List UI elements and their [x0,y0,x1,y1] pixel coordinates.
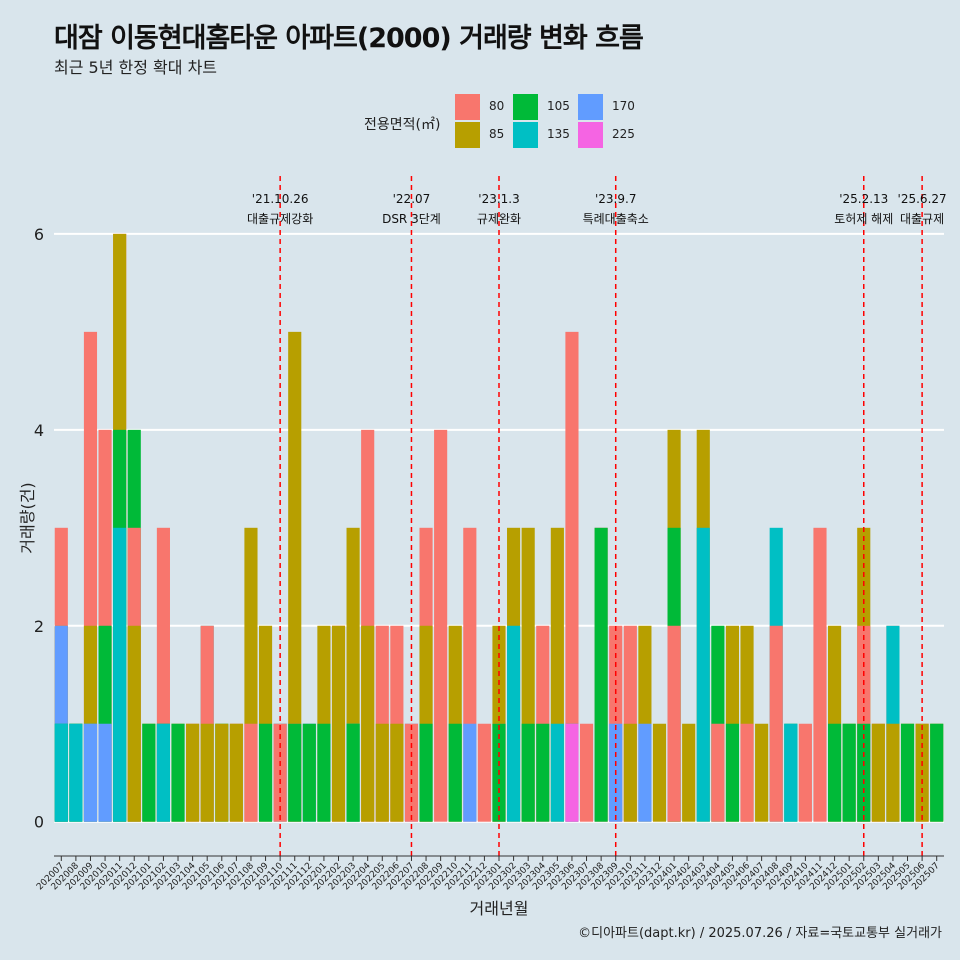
event-label-202309: 특례대출축소 [583,212,649,226]
legend-swatch-225 [578,122,603,148]
bar-202411-80 [813,527,827,822]
bar-202202-85 [331,625,346,822]
legend-title: 전용면적(㎡) [364,117,441,133]
bar-202212-80 [477,723,491,822]
bar-202209-80 [434,429,448,822]
event-date-202301: '23.1.3 [478,192,519,206]
bar-202403-135 [696,527,710,822]
event-label-202506: 대출규제 [900,212,944,226]
bar-202010-170 [98,723,112,822]
bar-202310-85 [623,723,637,822]
bar-202505-105 [900,723,915,822]
bar-202401-80 [667,625,681,822]
legend-swatch-105 [513,94,538,120]
bar-202203-105 [346,723,360,822]
chart-subtitle: 최근 5년 한정 확대 차트 [54,58,218,77]
event-date-202207: '22.07 [393,192,431,206]
bar-202308-105 [594,527,608,822]
bar-202109-105 [258,723,273,822]
bar-202311-170 [638,723,652,822]
y-tick-label: 6 [34,225,44,244]
event-date-202110: '21.10.26 [252,192,309,206]
bar-202305-135 [550,723,564,822]
bar-202501-105 [842,723,856,822]
bar-202412-105 [828,723,842,822]
legend-label-85: 85 [489,127,505,141]
legend-label-105: 105 [547,99,570,113]
event-label-202301: 규제완화 [477,212,521,226]
bar-202009-170 [83,723,98,822]
legend-swatch-170 [578,94,603,120]
bar-202108-80 [244,723,258,822]
bar-202201-105 [317,723,331,822]
event-label-202110: 대출규제강화 [247,212,313,226]
bar-202303-105 [521,723,535,822]
chart-title: 대잠 이동현대홈타운 아파트(2000) 거래량 변화 흐름 [54,23,644,54]
legend-swatch-85 [455,122,480,148]
bar-202104-85 [186,723,200,822]
bar-202404-80 [711,723,725,822]
bar-202112-105 [302,723,316,822]
y-tick-label: 4 [34,421,44,440]
bar-202208-105 [419,723,433,822]
event-label-202502: 토허제 해제 [834,212,893,226]
bar-202306-80 [565,331,579,822]
bar-202206-85 [390,723,404,822]
bar-202204-85 [361,625,375,822]
bar-202306-225 [565,723,579,822]
bar-202211-170 [463,723,477,822]
legend-label-170: 170 [612,99,635,113]
bar-202007-135 [54,723,68,822]
legend-label-225: 225 [612,127,635,141]
bar-202410-80 [798,723,812,822]
bar-202503-85 [871,723,885,822]
bar-202504-85 [886,723,900,822]
bar-202406-80 [740,723,754,822]
legend-label-135: 135 [547,127,570,141]
bar-202205-85 [375,723,389,822]
bar-202011-135 [113,527,127,822]
y-tick-label: 0 [34,813,44,832]
bar-202012-85 [127,625,141,822]
legend-label-80: 80 [489,99,505,113]
bar-202507-105 [930,723,944,822]
x-axis-title: 거래년월 [470,899,529,918]
y-tick-label: 2 [34,617,44,636]
bar-202302-135 [507,625,521,822]
bar-202402-85 [682,723,696,822]
bar-202103-105 [171,723,185,822]
bar-202405-105 [725,723,740,822]
bar-202111-85 [288,331,302,822]
event-date-202309: '23.9.7 [595,192,636,206]
bar-202304-105 [536,723,550,822]
bar-202409-135 [784,723,798,822]
source-caption: ©디아파트(dapt.kr) / 2025.07.26 / 자료=국토교통부 실… [578,926,942,941]
bar-202101-105 [142,723,156,822]
bar-202008-135 [69,723,83,822]
legend-swatch-135 [513,122,538,148]
legend-swatch-80 [455,94,480,120]
bar-202107-85 [229,723,243,822]
bar-202106-85 [215,723,229,822]
bar-202105-85 [200,723,214,822]
bar-202307-80 [579,723,594,822]
event-date-202502: '25.2.13 [839,192,888,206]
event-date-202506: '25.6.27 [898,192,947,206]
bar-202102-135 [156,723,170,822]
y-axis-title: 거래량(건) [18,482,37,553]
bar-202408-80 [769,625,783,822]
bar-202210-105 [448,723,462,822]
bar-202312-85 [652,723,667,822]
bar-202111-105 [288,723,302,822]
bar-202407-85 [755,723,769,822]
event-label-202207: DSR 3단계 [382,212,441,226]
